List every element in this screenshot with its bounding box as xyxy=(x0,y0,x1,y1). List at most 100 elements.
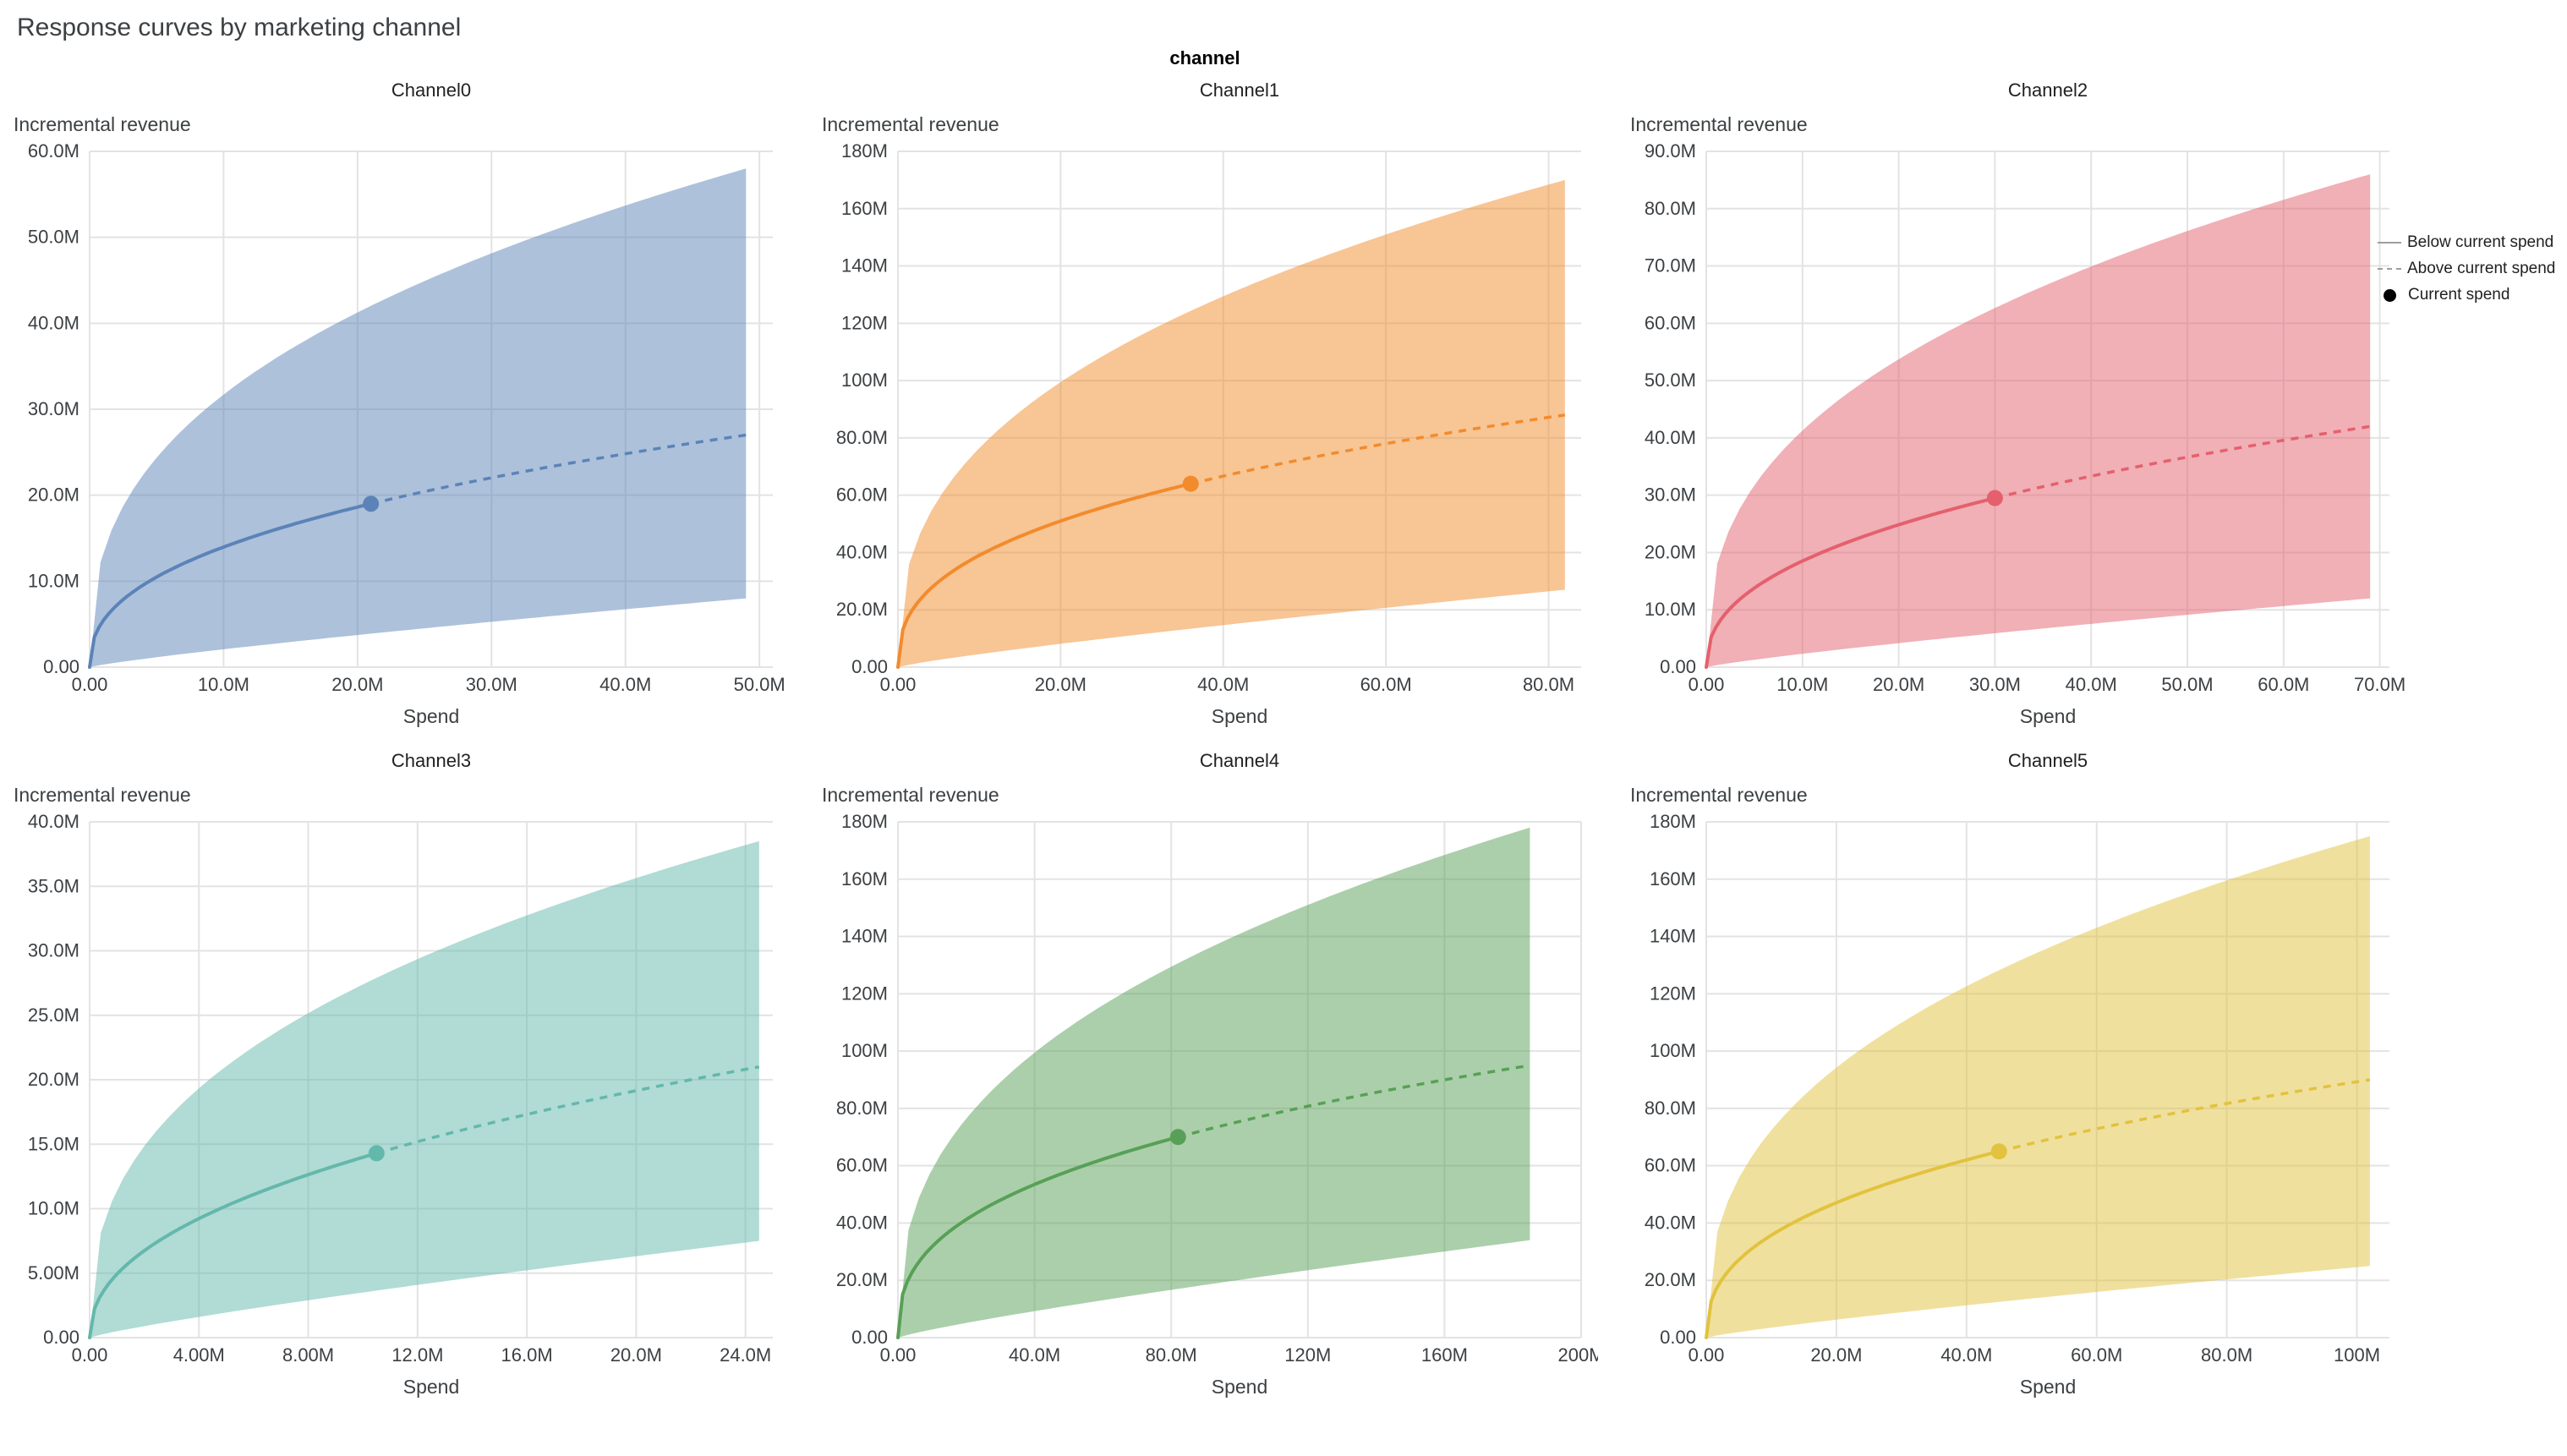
current-spend-dot xyxy=(1169,1129,1186,1146)
legend-item-above-current-spend: Above current spend xyxy=(2378,260,2565,278)
legend-label-below: Below current spend xyxy=(2407,233,2554,251)
response-curve-plot: 0.00 4.00M 8.00M 12.0M 16.0M 20.0M 24.0M 0.00 5.… xyxy=(28,811,773,1366)
x-tick-label: 20.0M xyxy=(1035,674,1086,695)
x-tick-label: 0.00 xyxy=(72,1344,108,1366)
x-tick-label: 10.0M xyxy=(198,674,249,695)
y-tick-label: 35.0M xyxy=(28,875,79,896)
y-tick-label: 10.0M xyxy=(1645,599,1696,620)
response-curve-plot: 0.00 40.0M 80.0M 120M 160M 200M 0.00 20.0M 40.0M… xyxy=(836,811,1605,1366)
mean-line-above-spend xyxy=(1998,1078,2371,1153)
x-tick-label: 24.0M xyxy=(720,1344,771,1366)
y-tick-label: 0.00 xyxy=(1660,656,1696,677)
x-tick-label: 70.0M xyxy=(2354,674,2406,695)
y-tick-label: 160M xyxy=(1650,868,1696,889)
y-tick-label: 100M xyxy=(841,369,888,391)
y-tick-label: 25.0M xyxy=(28,1004,79,1026)
y-tick-label: 90.0M xyxy=(1645,143,1696,161)
y-tick-label: 120M xyxy=(1650,983,1696,1004)
y-tick-label: 160M xyxy=(841,868,888,889)
legend: Below current spend Above current spend … xyxy=(2378,233,2565,312)
x-tick-label: 30.0M xyxy=(1969,674,2021,695)
chart-card-channel2: Channel2 Incremental revenue 0.00 10.0M 20.0… xyxy=(1628,79,2406,728)
mean-line-above-spend xyxy=(1177,1064,1530,1139)
current-spend-dot xyxy=(1182,475,1199,492)
chart-card-channel0: Channel0 Incremental revenue 0.00 10.0M 20.0… xyxy=(12,79,790,728)
confidence-band xyxy=(1706,835,2370,1338)
y-tick-label: 20.0M xyxy=(836,599,888,620)
response-curve-plot: 0.00 10.0M 20.0M 30.0M 40.0M 50.0M 0.00 10.0M 20… xyxy=(28,140,785,695)
chart-title: Channel2 xyxy=(2007,79,2088,101)
y-tick-label: 40.0M xyxy=(1645,427,1696,448)
y-tick-label: 10.0M xyxy=(28,1198,79,1219)
y-tick-label: 100M xyxy=(841,1040,888,1061)
current-spend-dot xyxy=(363,495,380,512)
y-tick-label: 10.0M xyxy=(28,570,79,591)
y-tick-label: 20.0M xyxy=(28,484,79,506)
page: Response curves by marketing channel cha… xyxy=(0,14,2567,1399)
y-tick-label: 20.0M xyxy=(836,1269,888,1290)
y-tick-label: 60.0M xyxy=(1645,1155,1696,1176)
y-tick-label: 80.0M xyxy=(836,1097,888,1119)
y-tick-label: 50.0M xyxy=(1645,369,1696,391)
x-axis-title: Spend xyxy=(2019,705,2077,727)
x-tick-label: 80.0M xyxy=(1146,1344,1197,1366)
page-title: Response curves by marketing channel xyxy=(17,14,462,41)
mean-line-below-spend xyxy=(896,482,1193,669)
chart-title: Channel5 xyxy=(2007,750,2088,771)
legend-item-below-current-spend: Below current spend xyxy=(2378,233,2565,252)
x-axis-title: Spend xyxy=(402,705,460,727)
y-tick-label: 15.0M xyxy=(28,1133,79,1154)
x-tick-label: 0.00 xyxy=(880,1344,917,1366)
mean-line-above-spend xyxy=(1994,424,2371,500)
y-tick-label: 60.0M xyxy=(836,484,888,506)
charts-area: Channel0 Incremental revenue 0.00 10.0M 20.0… xyxy=(0,79,2567,1399)
y-axis-title: Incremental revenue xyxy=(822,113,999,135)
y-axis-title: Incremental revenue xyxy=(1630,784,1808,806)
confidence-band xyxy=(898,827,1530,1338)
dashed-line-icon xyxy=(2378,268,2401,270)
y-tick-label: 20.0M xyxy=(1645,541,1696,562)
y-tick-label: 40.0M xyxy=(836,541,888,562)
y-tick-label: 40.0M xyxy=(1645,1212,1696,1233)
x-tick-label: 8.00M xyxy=(282,1344,334,1366)
current-spend-dot xyxy=(1986,490,2003,506)
charts-grid: Channel0 Incremental revenue 0.00 10.0M 20.0… xyxy=(12,79,2567,1399)
legend-item-current-spend: Current spend xyxy=(2378,286,2565,304)
x-tick-label: 0.00 xyxy=(1689,674,1725,695)
y-tick-label: 100M xyxy=(1650,1040,1696,1061)
x-tick-label: 60.0M xyxy=(2258,674,2309,695)
y-tick-label: 140M xyxy=(1650,926,1696,947)
chart-card-channel4: Channel4 Incremental revenue 0.00 40.0M 80.0… xyxy=(820,750,1605,1399)
chart-card-channel1: Channel1 Incremental revenue 0.00 20.0M 40.0… xyxy=(820,79,1598,728)
x-axis-title: Spend xyxy=(1211,1376,1268,1398)
y-tick-label: 0.00 xyxy=(1660,1327,1696,1348)
y-tick-label: 30.0M xyxy=(28,398,79,419)
legend-label-current: Current spend xyxy=(2408,286,2510,304)
mean-line-below-spend xyxy=(896,1135,1180,1339)
x-tick-label: 60.0M xyxy=(2071,1344,2122,1366)
x-tick-label: 50.0M xyxy=(734,674,785,695)
legend-label-above: Above current spend xyxy=(2407,260,2556,277)
x-tick-label: 10.0M xyxy=(1776,674,1828,695)
current-spend-dot xyxy=(1990,1143,2007,1160)
y-tick-label: 40.0M xyxy=(836,1212,888,1233)
current-spend-dot-icon xyxy=(2384,288,2396,302)
confidence-band xyxy=(898,179,1565,667)
facet-label: channel xyxy=(1169,47,1240,68)
y-tick-label: 70.0M xyxy=(1645,255,1696,276)
x-tick-label: 30.0M xyxy=(466,674,517,695)
y-tick-label: 160M xyxy=(841,198,888,219)
x-tick-label: 20.0M xyxy=(610,1344,662,1366)
chart-title: Channel4 xyxy=(1199,750,1280,771)
y-tick-label: 30.0M xyxy=(1645,484,1696,506)
y-tick-label: 120M xyxy=(841,312,888,333)
x-tick-label: 12.0M xyxy=(391,1344,443,1366)
x-tick-label: 40.0M xyxy=(1197,674,1249,695)
y-tick-label: 20.0M xyxy=(28,1069,79,1090)
x-tick-label: 0.00 xyxy=(1689,1344,1725,1366)
x-tick-label: 40.0M xyxy=(2066,674,2117,695)
y-tick-label: 60.0M xyxy=(836,1155,888,1176)
mean-line-below-spend xyxy=(88,501,373,669)
x-tick-label: 20.0M xyxy=(1810,1344,1862,1366)
confidence-band xyxy=(90,840,759,1338)
